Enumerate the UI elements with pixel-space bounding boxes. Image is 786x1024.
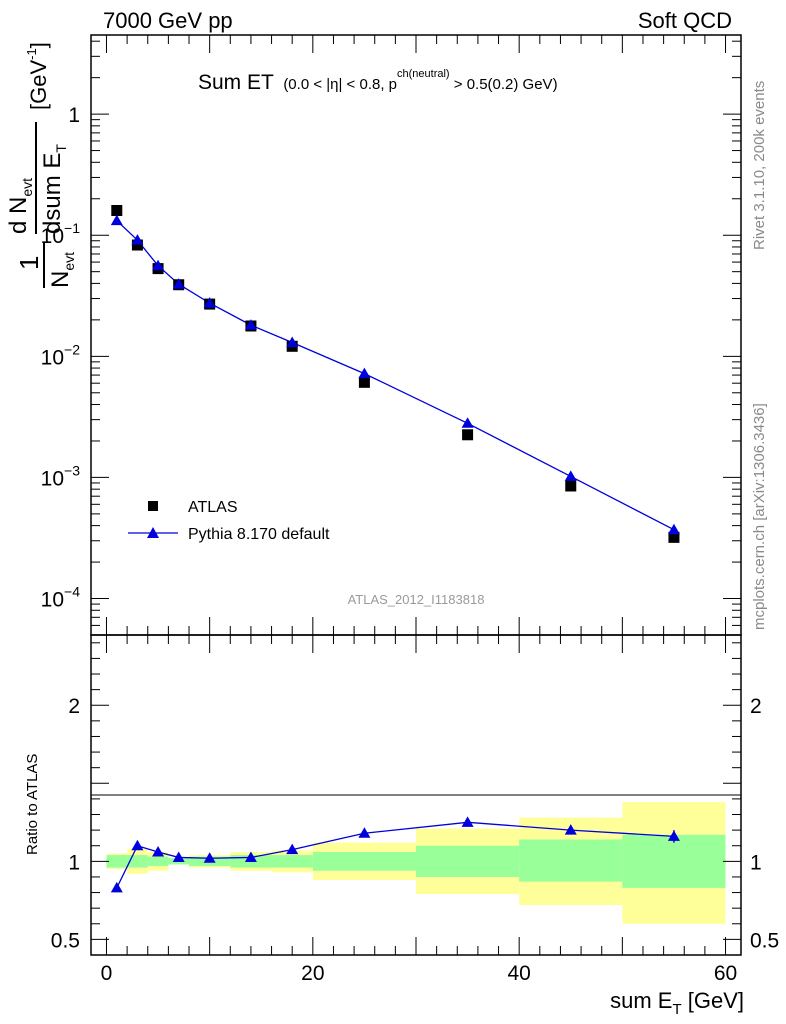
legend: ATLAS Pythia 8.170 default (128, 499, 330, 543)
stat-uncertainty-band (622, 834, 726, 888)
plot-title: Sum ET (0.0 < |η| < 0.8, pch(neutral) > … (198, 68, 558, 94)
ratio-frame (90, 634, 742, 956)
pythia-point (203, 297, 216, 308)
pythia-point (358, 367, 371, 379)
y-axis-label: 1 Nevt d Nevt dsum ET [GeV-1] (5, 42, 77, 288)
ratio-point (244, 851, 257, 862)
pythia-point (152, 259, 165, 271)
pythia-point (131, 234, 144, 245)
atlas-data-point (358, 376, 370, 388)
atlas-data-point (131, 239, 143, 251)
main-panel: 1 10−1 10−2 10−3 10−4 (41, 34, 742, 636)
ratio-panel: 2 2 1 1 0.5 0.5 (51, 634, 779, 956)
header-left: 7000 GeV pp (103, 8, 233, 33)
ratio-y-tick-label-right: 2 (750, 695, 762, 718)
ratio-point (286, 843, 299, 855)
x-tick-label: 20 (301, 962, 324, 985)
main-axis-ticks (91, 35, 741, 636)
atlas-data-point (565, 480, 577, 492)
atlas-data-point (668, 531, 680, 543)
ratio-point (152, 845, 165, 857)
ratio-y-tick-label-left: 0.5 (51, 929, 80, 952)
ratio-y-tick-label-right: 0.5 (750, 929, 779, 952)
ratio-y-tick-labels: 2 2 1 1 0.5 0.5 (51, 695, 779, 952)
svg-text:dsum ET: dsum ET (39, 144, 69, 234)
svg-text:Nevt: Nevt (47, 252, 77, 288)
legend-atlas-marker (148, 501, 158, 511)
mc-series-line (116, 220, 675, 531)
ratio-uncertainty-bands (106, 802, 726, 924)
legend-pythia-label: Pythia 8.170 default (188, 526, 330, 543)
pythia-point (110, 214, 123, 226)
x-tick-label: 60 (714, 962, 737, 985)
y-tick-label: 10−2 (41, 341, 81, 369)
ratio-points (110, 816, 680, 893)
main-y-tick-labels: 1 10−1 10−2 10−3 10−4 (41, 104, 81, 611)
pythia-point (667, 523, 680, 535)
stat-uncertainty-band (147, 856, 169, 867)
atlas-data-point (462, 429, 474, 441)
main-frame (90, 34, 742, 636)
pythia-point (286, 336, 299, 348)
y-tick-label: 10−3 (41, 462, 81, 490)
pythia-series (110, 214, 680, 535)
stat-uncertainty-band (271, 855, 313, 868)
ratio-point (172, 851, 185, 862)
rivet-version-text: Rivet 3.1.10, 200k events (751, 81, 768, 250)
ratio-point (667, 830, 680, 841)
legend-pythia-marker (147, 527, 159, 538)
ratio-point (203, 852, 216, 863)
ratio-y-label: Ratio to ATLAS (24, 754, 41, 855)
ratio-point (110, 881, 123, 893)
atlas-data-point (111, 204, 123, 216)
legend-atlas-label: ATLAS (188, 499, 238, 516)
stat-uncertainty-band (519, 839, 623, 882)
y-tick-label: 10−1 (41, 220, 81, 248)
svg-text:d Nevt: d Nevt (5, 178, 35, 234)
x-tick-labels: 0 20 40 60 (101, 962, 738, 985)
ratio-point (131, 839, 144, 851)
ratio-point (461, 816, 474, 827)
x-axis-label: sum ET [GeV] (610, 988, 744, 1018)
ratio-y-tick-label-left: 1 (68, 851, 80, 874)
pythia-point (564, 470, 577, 481)
svg-text:[GeV-1]: [GeV-1] (24, 42, 51, 110)
x-tick-label: 0 (101, 962, 113, 985)
ratio-axis-ticks (91, 635, 741, 956)
ratio-y-tick-label-right: 1 (750, 851, 762, 874)
ratio-point (358, 827, 371, 838)
pythia-point (172, 278, 185, 289)
stat-uncertainty-band (106, 855, 128, 868)
pythia-point (244, 319, 257, 330)
stat-uncertainty-band (127, 855, 148, 868)
mcplots-reference-text: mcplots.cern.ch [arXiv:1306.3436] (751, 403, 768, 630)
stat-uncertainty-band (312, 851, 416, 871)
svg-text:1: 1 (14, 256, 44, 270)
ratio-y-tick-label-left: 2 (68, 695, 80, 718)
x-tick-label: 40 (507, 962, 530, 985)
y-tick-label: 1 (68, 104, 80, 127)
atlas-series (111, 204, 680, 543)
analysis-id: ATLAS_2012_I1183818 (348, 592, 485, 607)
pythia-point (461, 417, 474, 428)
header-right: Soft QCD (638, 8, 732, 33)
y-tick-label: 10−4 (41, 584, 81, 612)
ratio-point (564, 824, 577, 835)
stat-uncertainty-band (416, 845, 520, 877)
